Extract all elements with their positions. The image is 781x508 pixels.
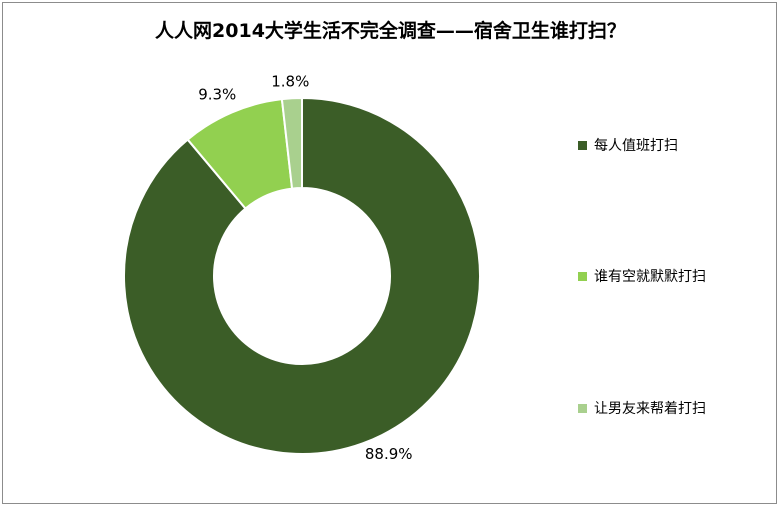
legend-swatch-2	[578, 272, 587, 281]
chart-title: 人人网2014大学生活不完全调查——宿舍卫生谁打扫？	[155, 20, 626, 42]
slice-1	[123, 96, 481, 455]
data-label-1: 88.9%	[365, 445, 413, 463]
slice-3	[280, 96, 303, 190]
data-label-2: 9.3%	[198, 86, 236, 104]
legend-swatch-3	[578, 404, 587, 413]
legend-label-1: 每人值班打扫	[594, 138, 678, 154]
legend-swatch-1	[578, 141, 587, 150]
legend-label-3: 让男友来帮着打扫	[594, 401, 706, 417]
legend-label-2: 谁有空就默默打扫	[594, 269, 706, 285]
data-label-3: 1.8%	[271, 72, 309, 90]
